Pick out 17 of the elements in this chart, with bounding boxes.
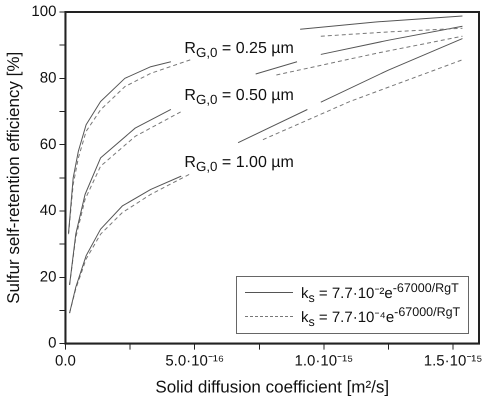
y-axis-title: Sulfur self-retention efficiency [%] xyxy=(4,52,23,304)
x-tick-label: 0.0 xyxy=(54,352,76,370)
y-tick-label: 60 xyxy=(40,136,56,153)
y-tick-label: 20 xyxy=(40,268,56,286)
legend-label: k$_{s}$ = 7.7·10⁻²e$^{-67000/RgT}$ xyxy=(301,280,459,305)
y-tick-label: 40 xyxy=(40,202,56,220)
legend-label: k$_{s}$ = 7.7·10⁻⁴e$^{-67000/RgT}$ xyxy=(301,304,460,329)
y-tick-label: 100 xyxy=(31,3,56,20)
x-tick-label: 1.5·10⁻¹⁵ xyxy=(424,352,483,370)
annotation: R$_{G,0}$ = 0.25 µm xyxy=(184,40,294,61)
x-tick-label: 5.0·10⁻¹⁶ xyxy=(165,352,224,370)
y-tick-label: 0 xyxy=(48,334,56,352)
y-tick-label: 80 xyxy=(40,69,56,86)
x-axis-title: Solid diffusion coefficient [m²/s] xyxy=(155,377,390,396)
x-tick-label: 1.0·10⁻¹⁵ xyxy=(294,352,354,370)
annotation: R$_{G,0}$ = 1.00 µm xyxy=(184,154,294,174)
annotation: R$_{G,0}$ = 0.50 µm xyxy=(184,87,294,108)
